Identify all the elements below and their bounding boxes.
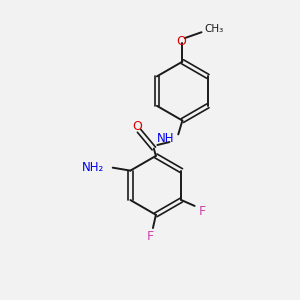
Text: O: O [133, 120, 142, 133]
Text: F: F [146, 230, 154, 243]
Text: NH: NH [157, 132, 174, 145]
Text: NH₂: NH₂ [82, 160, 104, 174]
Text: CH₃: CH₃ [205, 24, 224, 34]
Text: O: O [176, 34, 186, 48]
Text: F: F [198, 205, 206, 218]
